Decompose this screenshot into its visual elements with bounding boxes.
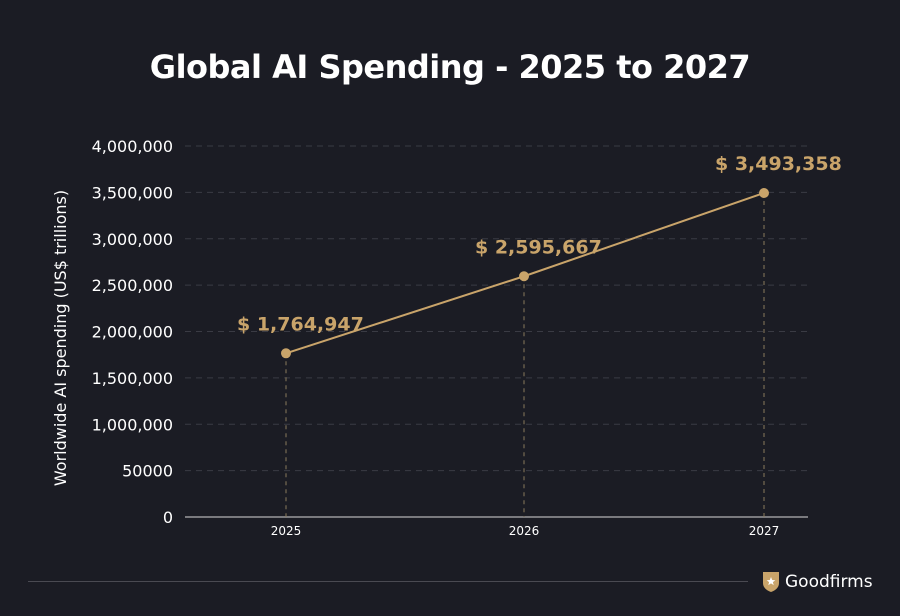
- y-axis-title: Worldwide AI spending (US$ trillions): [51, 190, 70, 486]
- y-tick-label: 1,000,000: [92, 415, 173, 434]
- footer-divider: [28, 581, 748, 582]
- y-tick-label: 3,500,000: [92, 183, 173, 202]
- data-point: [759, 187, 769, 198]
- data-point: [519, 271, 529, 282]
- x-tick-label: 2025: [271, 524, 302, 538]
- data-point: [281, 348, 291, 359]
- brand-name: Goodfirms: [785, 572, 873, 592]
- brand-logo: Goodfirms: [762, 570, 873, 594]
- y-tick-label: 1,500,000: [92, 369, 173, 388]
- goodfirms-shield-icon: [763, 572, 779, 592]
- x-tick-label: 2027: [749, 524, 780, 538]
- x-tick-label: 2026: [509, 524, 540, 538]
- data-label: $ 2,595,667: [475, 236, 602, 258]
- y-tick-label: 50000: [122, 462, 173, 481]
- data-label: $ 3,493,358: [715, 153, 842, 175]
- y-tick-label: 0: [163, 508, 173, 527]
- chart-title: Global AI Spending - 2025 to 2027: [149, 48, 751, 86]
- y-tick-label: 4,000,000: [92, 137, 173, 156]
- y-tick-label: 2,000,000: [92, 323, 173, 342]
- y-tick-label: 2,500,000: [92, 276, 173, 295]
- y-tick-label: 3,000,000: [92, 230, 173, 249]
- data-label: $ 1,764,947: [237, 313, 364, 335]
